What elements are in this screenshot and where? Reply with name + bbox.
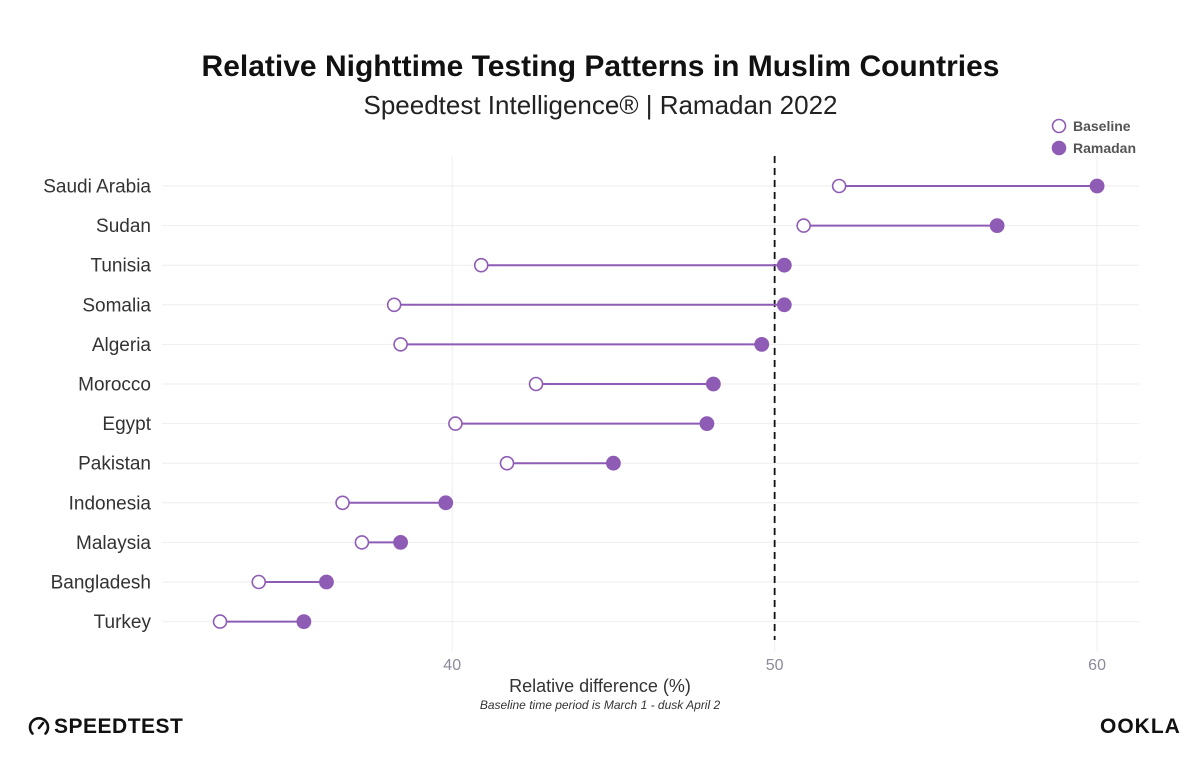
baseline-point [831,178,847,194]
ramadan-point [705,376,721,392]
country-label: Saudi Arabia [43,177,151,198]
baseline-point [393,337,408,352]
country-label: Somalia [82,295,151,316]
ramadan-point [296,614,312,629]
ramadan-point [989,218,1005,234]
country-label: Algeria [92,335,152,356]
baseline-point [386,297,402,313]
baseline-point [354,535,370,550]
country-label: Pakistan [78,454,151,475]
x-axis-label: Relative difference (%) [509,676,691,696]
country-label: Egypt [102,414,151,435]
legend-baseline-label: Baseline [1073,118,1131,134]
baseline-point [335,495,350,511]
country-label: Malaysia [76,533,151,554]
baseline-point [212,614,228,629]
x-tick-label: 40 [443,657,461,674]
ookla-logo-text: OOKLA [1100,715,1181,738]
chart-subtitle: Speedtest Intelligence® | Ramadan 2022 [363,90,838,120]
ramadan-point [776,257,792,273]
country-label: Sudan [96,216,151,237]
gauge-icon [28,717,50,735]
country-label: Tunisia [90,256,151,277]
ramadan-point [699,416,715,432]
baseline-period-note: Baseline time period is March 1 - dusk A… [480,698,721,712]
country-label: Morocco [78,375,151,396]
ramadan-point [319,574,334,590]
ramadan-point [754,337,770,352]
baseline-point [796,218,811,233]
baseline-point [448,416,463,431]
country-label: Bangladesh [51,573,151,594]
x-tick-label: 50 [766,657,784,674]
ramadan-point [393,535,409,550]
x-tick-label: 60 [1088,657,1106,674]
ookla-logo: OOKLA [1100,714,1181,740]
ramadan-point [776,297,792,313]
legend-ramadan-label: Ramadan [1073,140,1136,156]
baseline-point [499,455,515,471]
country-label: Indonesia [69,493,152,514]
legend-baseline-marker [1051,118,1067,134]
speedtest-logo: SPEEDTEST [28,714,183,740]
ramadan-point [438,495,454,511]
speedtest-logo-text: SPEEDTEST [54,715,184,738]
baseline-point [473,257,489,273]
baseline-point [528,376,544,392]
country-label: Turkey [94,612,152,633]
ramadan-point [606,455,621,471]
baseline-point [251,574,267,590]
ramadan-point [1089,178,1105,194]
chart-title: Relative Nighttime Testing Patterns in M… [201,50,1000,83]
legend-ramadan-marker [1051,140,1067,156]
